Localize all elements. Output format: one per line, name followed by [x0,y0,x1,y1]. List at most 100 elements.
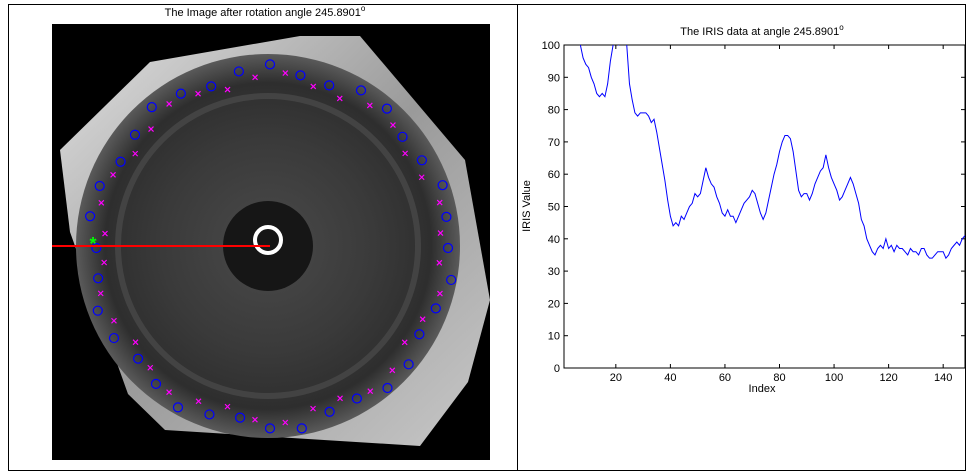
boundary-circle [175,88,186,99]
x-tick-label: 80 [773,372,785,384]
data-line [579,45,965,260]
y-tick-label: 30 [548,266,560,278]
boundary-circle [233,66,244,77]
boundary-cross [195,398,202,405]
boundary-cross [195,90,201,97]
title-superscript: o [839,23,844,32]
boundary-circle [381,103,393,114]
boundary-cross [111,317,117,324]
eye-image: * [52,24,490,460]
y-tick-label: 10 [548,331,560,343]
x-tick-label: 120 [879,372,897,384]
boundary-circle [129,129,141,140]
boundary-cross [366,102,373,109]
boundary-cross [101,259,108,266]
boundary-circle [264,59,276,70]
boundary-circle [403,359,414,370]
boundary-circle [414,329,425,340]
boundary-circle [324,80,335,91]
boundary-circle [93,273,104,284]
boundary-cross [436,259,443,266]
boundary-circle [234,412,246,423]
boundary-cross [402,150,409,157]
title-superscript: o [361,4,366,13]
boundary-circle [416,155,427,166]
boundary-cross [419,316,426,323]
y-tick-label: 90 [548,72,560,84]
boundary-cross [148,126,154,132]
x-axis-label: Index [749,383,776,395]
boundary-cross [132,339,139,346]
boundary-cross [437,230,444,237]
boundary-cross [418,174,425,181]
boundary-cross [437,290,443,297]
x-tick-label: 100 [825,372,843,384]
boundary-cross [282,419,289,426]
boundary-circle [92,305,103,316]
boundary-circle [442,242,454,254]
boundary-cross [367,388,374,395]
boundary-circle [150,378,162,389]
y-tick-label: 0 [554,363,560,375]
boundary-circle [91,242,102,254]
y-tick-label: 100 [542,40,560,52]
y-tick-label: 20 [548,298,560,310]
boundary-circle [264,423,276,434]
boundary-cross [224,403,231,410]
boundary-cross [389,367,396,374]
boundary-cross [166,100,173,107]
y-tick-label: 50 [548,202,560,214]
boundary-circle [437,180,448,191]
y-axis-label: IRIS Value [521,180,533,232]
boundary-circle [351,393,363,404]
boundary-circle [85,211,96,222]
boundary-cross [310,405,316,412]
boundary-circle [94,180,105,192]
boundary-circle [146,102,157,113]
boundary-circle [295,70,306,81]
boundary-cross [282,70,289,76]
boundary-circle [296,423,307,434]
boundary-cross [98,199,105,206]
title-text: The Image after rotation angle 245.8901 [165,7,361,19]
boundary-circle [206,81,217,92]
boundary-cross [166,389,172,396]
boundary-cross [97,290,104,297]
boundary-cross [224,86,231,93]
y-tick-label: 80 [548,105,560,117]
boundary-cross [337,395,343,402]
boundary-cross [102,230,108,237]
boundary-circle [133,353,144,364]
boundary-circle [355,85,367,96]
boundary-circle [430,303,441,314]
boundary-circle [324,406,335,417]
reflection [253,225,283,255]
x-tick-label: 140 [934,372,952,384]
x-tick-label: 20 [610,372,622,384]
plot-area [563,44,966,369]
boundary-cross [401,339,408,346]
boundary-cross [336,95,343,102]
boundary-cross [252,416,258,423]
chart-title: The IRIS data at angle 245.8901o [680,23,844,38]
boundary-cross [132,150,139,157]
boundary-cross [110,171,116,178]
x-tick-label: 60 [719,372,731,384]
boundary-circle [441,211,452,222]
y-tick-label: 60 [548,169,560,181]
y-tick-label: 40 [548,234,560,246]
x-tick-label: 40 [664,372,676,384]
image-title: The Image after rotation angle 245.8901o [165,4,366,19]
boundary-cross [252,74,258,81]
boundary-circle [115,156,126,167]
boundary-cross [310,83,317,90]
boundary-circle [108,332,120,344]
boundary-markers [85,59,457,434]
boundary-circle [204,409,215,420]
boundary-circle [446,274,457,286]
boundary-circle [172,402,184,413]
boundary-circle [382,382,393,394]
title-text: The IRIS data at angle 245.8901 [680,26,839,38]
boundary-circle [397,131,408,142]
